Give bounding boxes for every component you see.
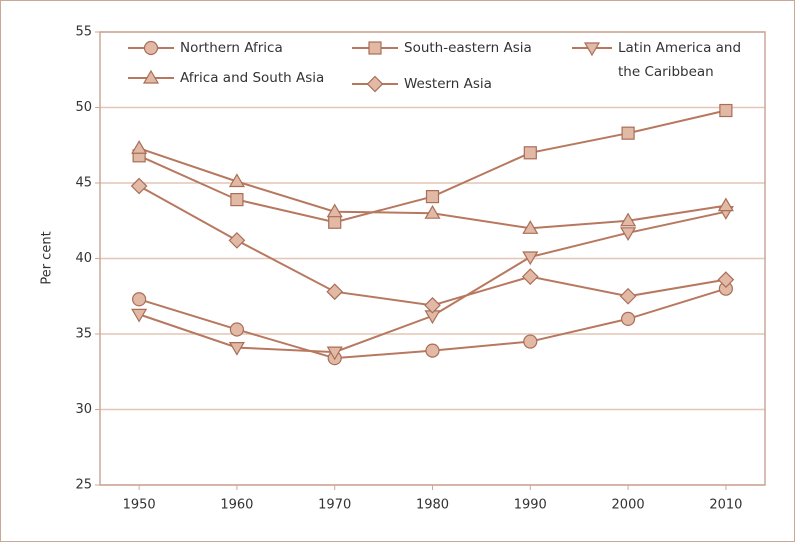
marker xyxy=(132,292,147,307)
x-tick-label: 2000 xyxy=(612,498,645,513)
x-tick-label: 1960 xyxy=(220,498,253,513)
marker xyxy=(228,232,246,249)
legend-label: Latin America and the Caribbean xyxy=(618,40,742,80)
marker xyxy=(620,311,636,326)
marker xyxy=(425,343,440,358)
marker xyxy=(143,40,159,56)
marker xyxy=(621,126,635,140)
y-tick-label: 55 xyxy=(75,25,92,40)
marker xyxy=(326,283,344,301)
marker xyxy=(368,41,382,55)
marker xyxy=(719,103,733,118)
marker xyxy=(717,197,734,212)
x-tick-label: 1980 xyxy=(416,498,449,513)
x-tick-label: 1950 xyxy=(123,498,156,513)
x-tick-label: 1990 xyxy=(514,498,547,513)
legend-label: Western Asia xyxy=(404,76,492,92)
legend-label: Africa and South Asia xyxy=(180,70,325,86)
marker xyxy=(328,215,342,229)
marker xyxy=(620,227,637,242)
marker xyxy=(619,287,637,305)
y-axis-label: Per cent xyxy=(40,231,55,284)
marker xyxy=(230,193,244,207)
marker xyxy=(523,146,537,160)
marker xyxy=(130,177,148,195)
marker xyxy=(229,322,245,337)
x-tick-label: 2010 xyxy=(709,498,742,513)
marker xyxy=(717,271,735,288)
series-line xyxy=(138,185,727,307)
marker xyxy=(521,268,539,285)
marker xyxy=(583,42,601,57)
marker xyxy=(228,341,245,356)
marker xyxy=(228,173,245,188)
y-tick-label: 40 xyxy=(75,251,92,266)
y-tick-label: 45 xyxy=(75,176,92,191)
series-line xyxy=(138,210,727,354)
marker xyxy=(523,334,538,349)
y-tick-label: 50 xyxy=(75,100,92,115)
x-tick-label: 1970 xyxy=(318,498,351,513)
marker xyxy=(131,308,148,323)
marker xyxy=(131,140,148,154)
y-tick-label: 30 xyxy=(75,402,92,417)
marker xyxy=(620,212,637,227)
y-tick-label: 35 xyxy=(75,327,92,342)
marker xyxy=(366,75,384,93)
marker xyxy=(522,220,539,234)
marker xyxy=(522,251,539,266)
marker xyxy=(424,296,441,314)
legend-label: Northern Africa xyxy=(180,40,283,56)
y-tick-label: 25 xyxy=(75,478,92,493)
marker xyxy=(326,203,343,218)
legend-label: South-eastern Asia xyxy=(404,40,532,56)
marker xyxy=(142,69,160,84)
marker xyxy=(326,346,343,361)
marker xyxy=(424,205,441,219)
marker xyxy=(425,189,440,204)
